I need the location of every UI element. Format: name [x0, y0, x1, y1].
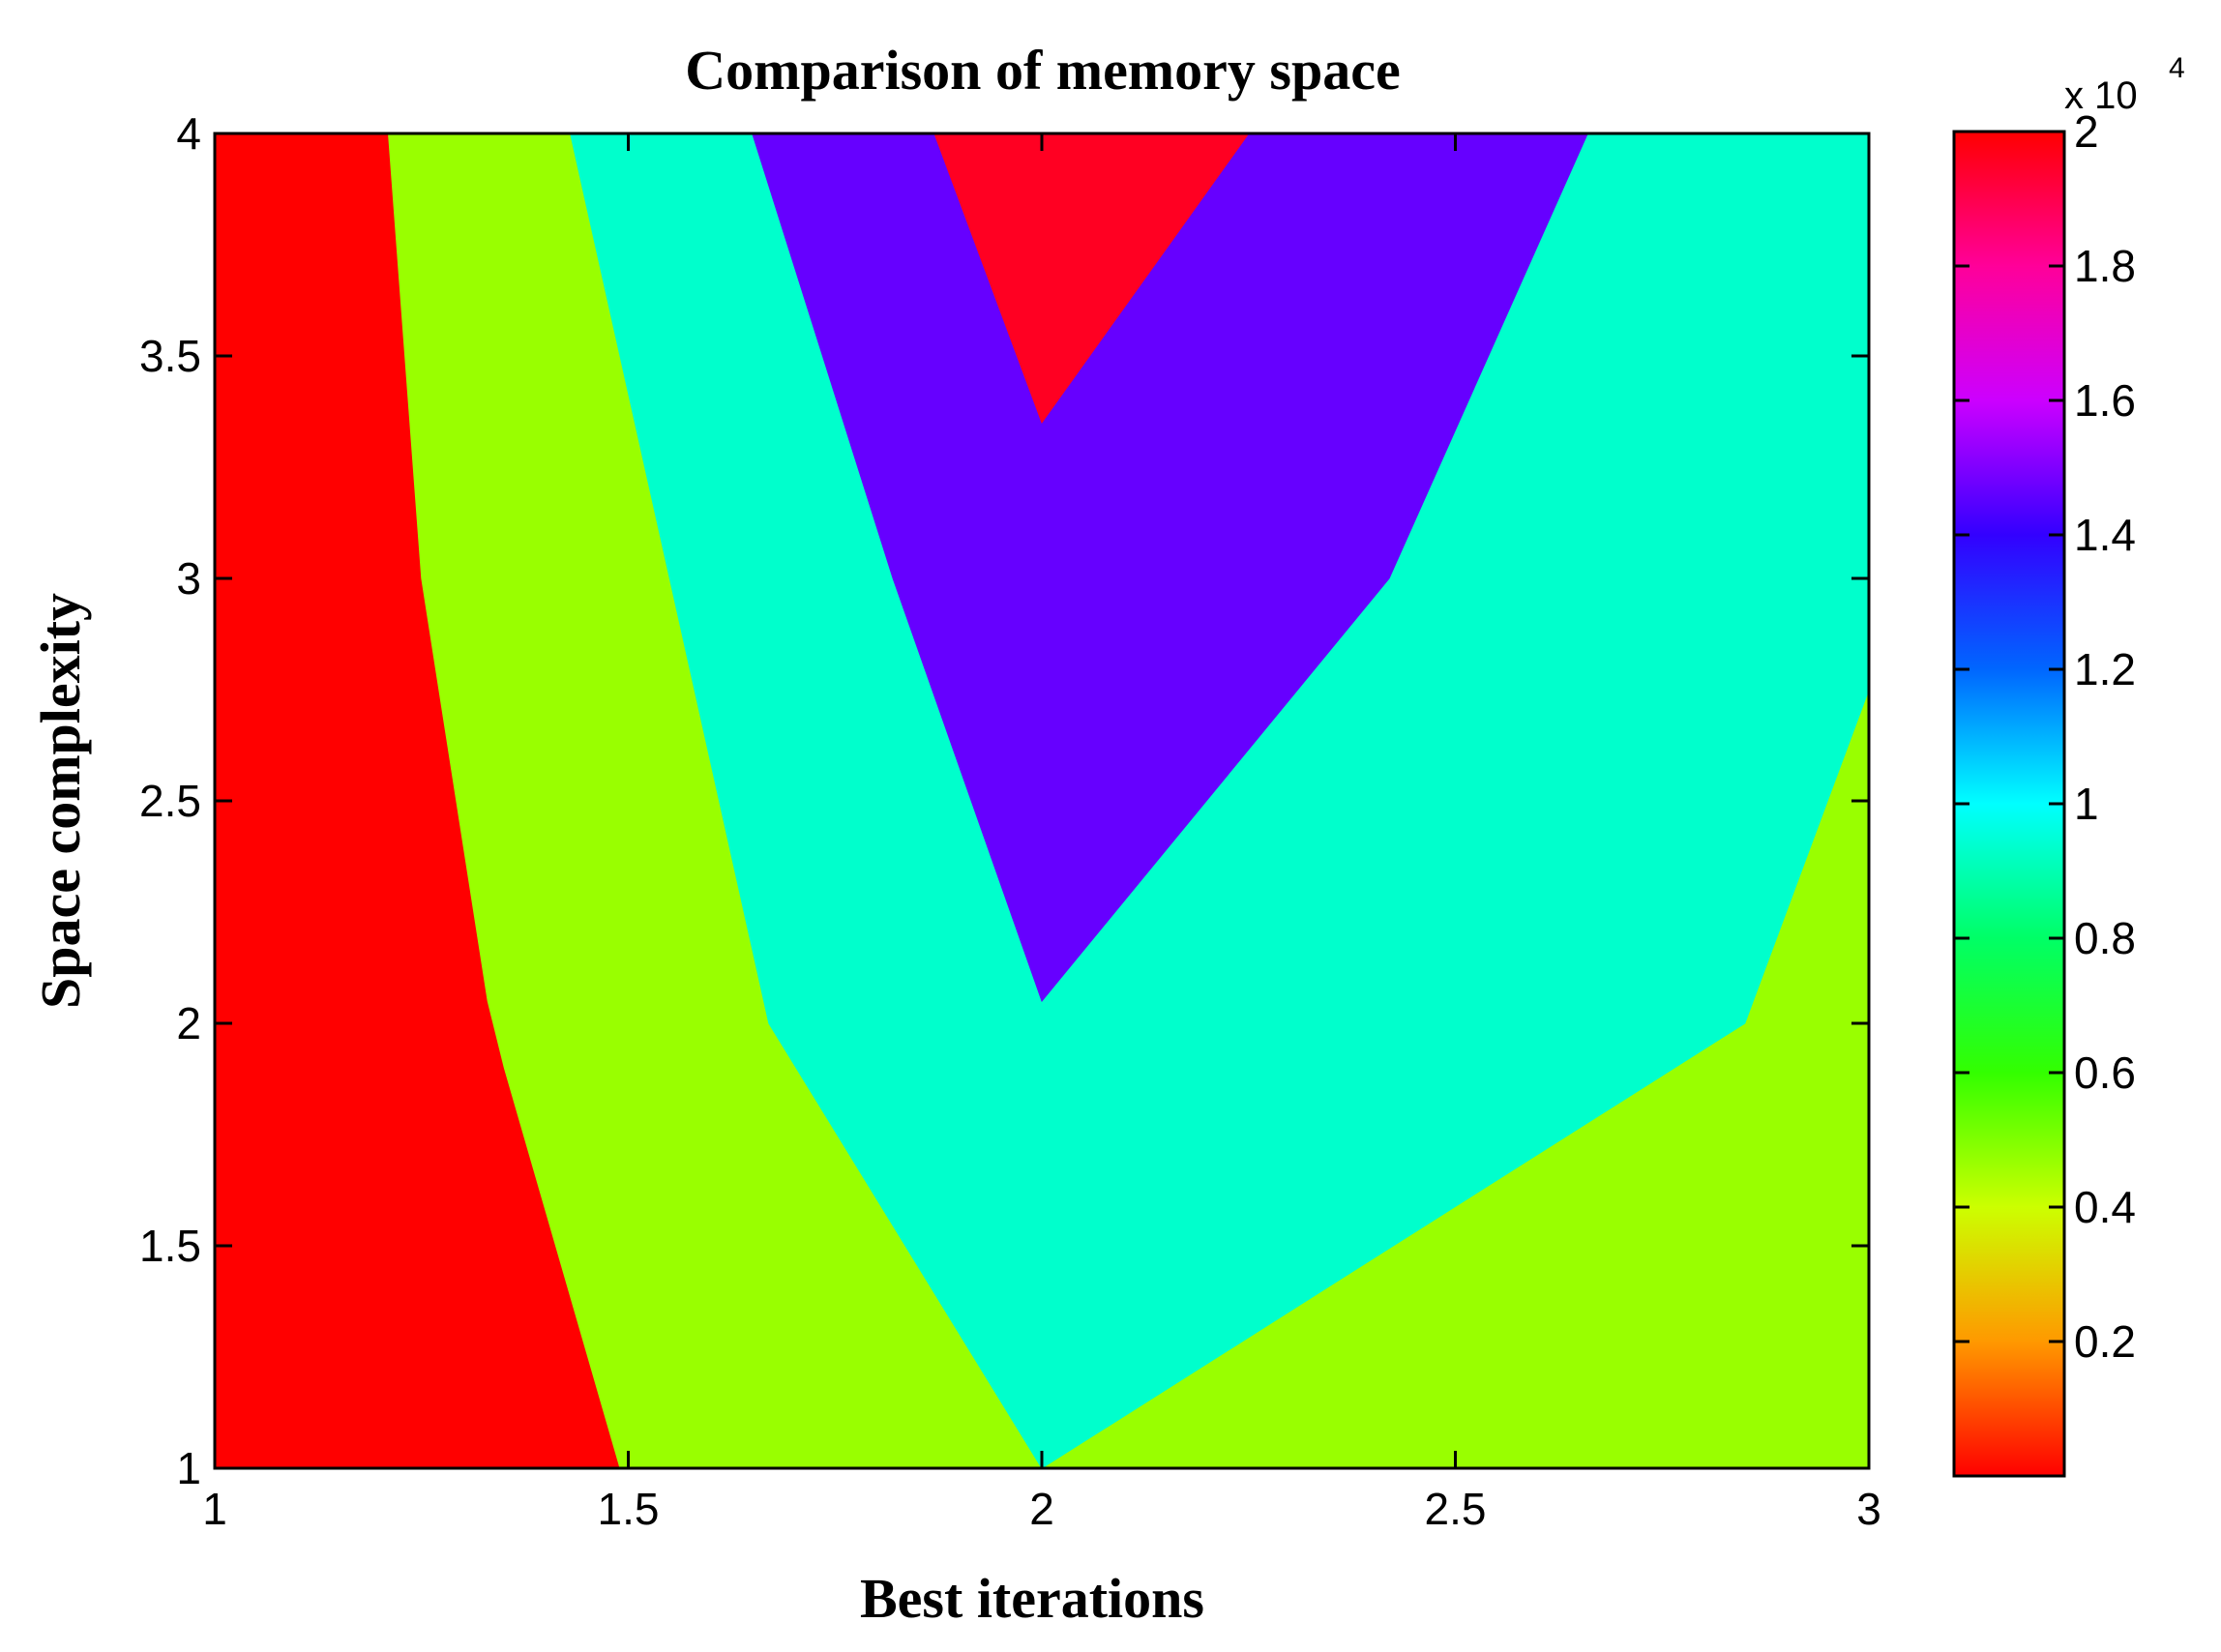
colorbar-tick-label: 1 [2074, 779, 2099, 829]
chart-title: Comparison of memory space [685, 39, 1400, 102]
y-axis-label: Space complexity [29, 593, 92, 1009]
x-tick-label: 2.5 [1425, 1484, 1487, 1534]
colorbar-exponent: 4 [2169, 52, 2185, 84]
colorbar-tick-label: 0.8 [2074, 913, 2136, 963]
x-tick-label: 3 [1856, 1484, 1881, 1534]
x-tick-label: 1.5 [598, 1484, 660, 1534]
colorbar-tick-label: 0.2 [2074, 1316, 2136, 1367]
colorbar-tick-label: 1.6 [2074, 375, 2136, 426]
colorbar-tick-label: 0.6 [2074, 1047, 2136, 1098]
contour-regions [214, 133, 1870, 1469]
y-tick-label: 4 [176, 108, 201, 159]
colorbar-ticks: 0.2 0.4 0.6 0.8 1 1.2 1.4 1.6 1.8 2 [1954, 106, 2136, 1367]
y-tick-label: 2 [176, 998, 201, 1048]
colorbar-tick-label: 1.8 [2074, 241, 2136, 291]
y-tick-label: 2.5 [139, 776, 201, 826]
x-tick-label: 2 [1029, 1484, 1054, 1534]
y-tick-label: 3.5 [139, 331, 201, 381]
y-axis-ticks: 1 1.5 2 2.5 3 3.5 4 [139, 108, 1869, 1493]
colorbar-tick-label: 1.4 [2074, 510, 2136, 560]
x-axis-ticks: 1 1.5 2 2.5 3 [202, 133, 1881, 1534]
x-tick-label: 1 [202, 1484, 227, 1534]
colorbar-multiplier: x 10 [2064, 74, 2138, 117]
y-tick-label: 3 [176, 553, 201, 604]
colorbar-tick-label: 2 [2074, 106, 2099, 157]
colorbar [1952, 130, 2066, 1478]
y-tick-label: 1 [176, 1443, 201, 1493]
colorbar-tick-label: 0.4 [2074, 1182, 2136, 1232]
y-tick-label: 1.5 [139, 1221, 201, 1271]
x-axis-label: Best iterations [860, 1567, 1204, 1630]
colorbar-tick-label: 1.2 [2074, 644, 2136, 694]
